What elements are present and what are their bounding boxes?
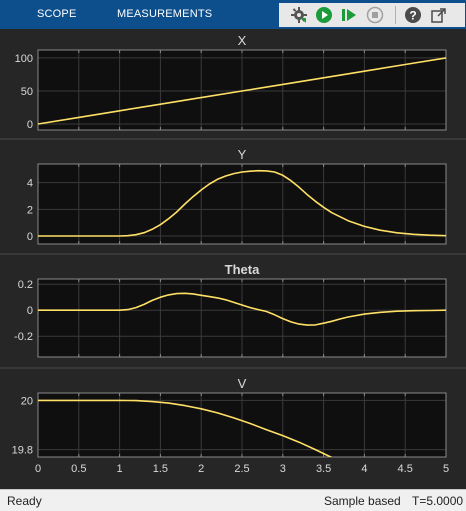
x-tick-label: 4 [361,463,367,475]
axes-panel-0: X 0 50 100 [15,33,447,131]
axes-panel-2: Theta -0.2 0 0.2 [14,262,447,358]
status-bar: Ready Sample based T=5.0000 [0,489,466,511]
y-tick-label: 2 [27,204,33,216]
x-tick-label: 0.5 [71,463,86,475]
x-tick-label: 4.5 [398,463,413,475]
signal-trace-x [38,57,446,125]
y-tick-label: 0 [27,231,33,243]
x-tick-label: 2.5 [234,463,249,475]
x-tick-label: 1 [117,463,123,475]
x-tick-label: 0 [35,463,41,475]
undock-icon[interactable] [429,5,449,25]
status-sample-mode: Sample based [324,494,401,508]
signal-trace-v [38,399,333,457]
toolbar-separator [395,6,396,24]
run-icon[interactable] [314,5,334,25]
svg-text:?: ? [409,9,416,23]
help-icon[interactable]: ? [403,5,423,25]
y-tick-label: 19.8 [12,445,33,457]
stop-icon[interactable] [365,5,385,25]
y-tick-label: 50 [21,86,33,98]
signal-trace-theta [38,292,446,326]
scope-plots: X 0 50 100 Y 0 2 4 Theta -0.2 0 0.2 V 19.8 20 0 0.5 1 1.5 2… [0,29,466,489]
y-tick-label: 0 [27,119,33,131]
y-tick-label: 100 [15,53,33,65]
y-tick-label: 0.2 [18,279,33,291]
y-tick-label: 20 [21,395,33,407]
x-tick-label: 5 [443,463,449,475]
plot-title: V [238,376,247,391]
x-tick-label: 2 [198,463,204,475]
plot-title: X [238,33,247,48]
tab-measurements[interactable]: MEASUREMENTS [117,8,213,20]
plot-title: Y [238,147,247,162]
axes-frame [37,163,447,245]
x-tick-label: 3 [280,463,286,475]
axes-frame [37,392,447,458]
y-tick-label: -0.2 [14,331,33,343]
tab-scope[interactable]: SCOPE [37,8,77,20]
settings-gear-icon[interactable] [289,5,309,25]
plot-title: Theta [225,262,260,277]
status-state: Ready [7,494,42,508]
axes-frame [37,278,447,358]
x-tick-label: 3.5 [316,463,331,475]
step-forward-icon[interactable] [339,5,359,25]
axes-panel-1: Y 0 2 4 [27,147,447,245]
x-tick-label: 1.5 [153,463,168,475]
signal-trace-y [38,169,446,237]
toolstrip: SCOPE MEASUREMENTS [0,0,466,29]
axes-frame [37,49,447,131]
y-tick-label: 4 [27,178,33,190]
axes-panel-3: V 19.8 20 0 0.5 1 1.5 2 2.5 3 3.5 4 4.5 5 [12,376,449,475]
y-tick-label: 0 [27,305,33,317]
status-sim-time: T=5.0000 [412,494,464,508]
quick-access-toolbar: ? [279,3,465,27]
